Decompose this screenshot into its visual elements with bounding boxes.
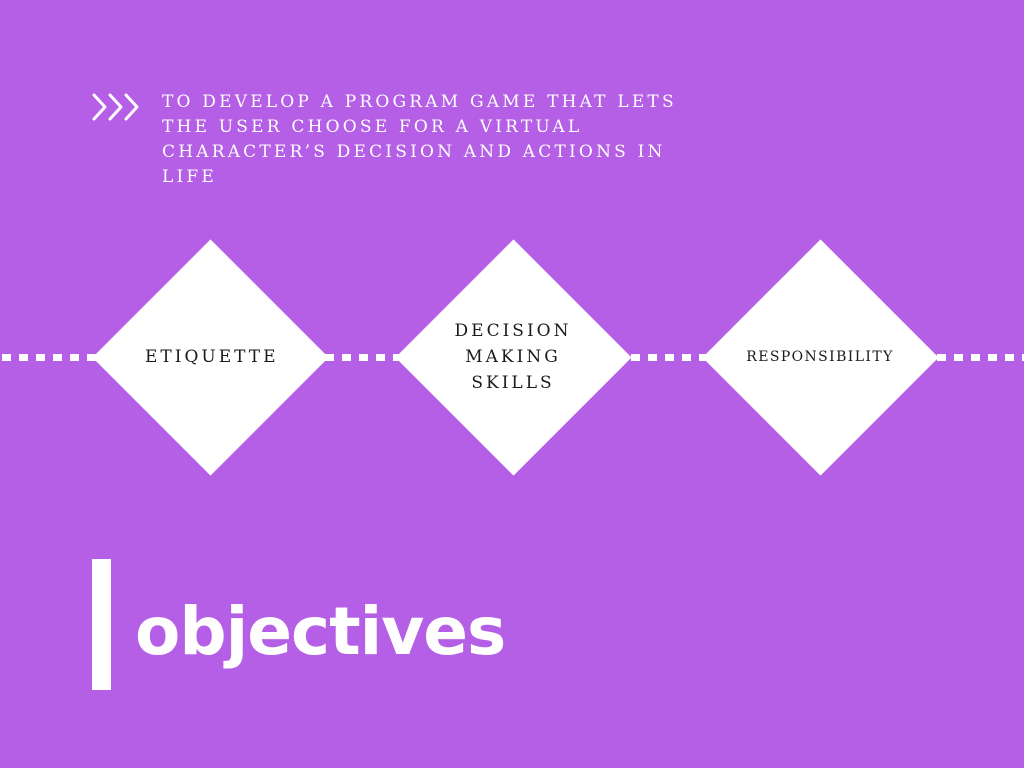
diamond-label: RESPONSIBILITY [746,349,894,365]
diamond-label: DECISION MAKING SKILLS [454,321,572,393]
diamond-decision-making-skills: DECISION MAKING SKILLS [394,238,632,476]
triple-chevron-right-icon [92,93,139,121]
diamond-etiquette: ETIQUETTE [91,238,329,476]
intro-text: TO DEVELOP A PROGRAM GAME THAT LETS THE … [162,92,677,187]
title-accent-bar [92,559,111,690]
diamond-label: ETIQUETTE [145,347,279,367]
page-title: objectives [135,593,506,670]
diamond-responsibility: RESPONSIBILITY [701,238,939,476]
